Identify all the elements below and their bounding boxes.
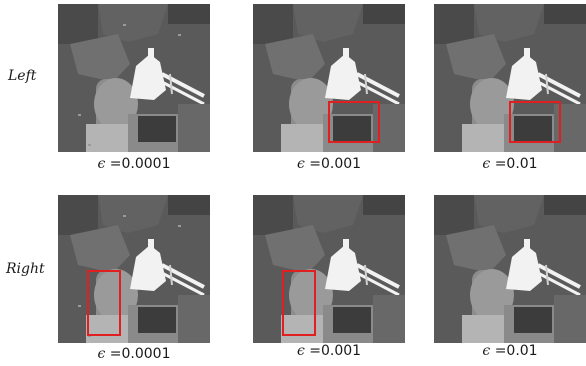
far-region xyxy=(434,4,474,44)
lamp-arm-1 xyxy=(537,263,581,289)
bust-head xyxy=(94,269,138,321)
lamp-arm-1 xyxy=(161,72,205,98)
lamp-top xyxy=(343,48,349,58)
noise-speck xyxy=(88,144,91,146)
lamp-top xyxy=(343,239,349,249)
lamp-arm-3 xyxy=(364,73,368,95)
disparity-map-left-eps-0.0001 xyxy=(58,4,210,152)
bust-head xyxy=(470,269,514,321)
lamp-top xyxy=(524,239,530,249)
highlight-box xyxy=(509,101,561,143)
lamp-arm-3 xyxy=(545,264,549,286)
dark-box-object xyxy=(138,307,176,333)
mid-object xyxy=(70,34,130,82)
disparity-map-right-eps-0.001 xyxy=(253,195,405,343)
far-region xyxy=(253,4,293,44)
mid-region xyxy=(98,4,168,42)
far-region-right xyxy=(544,195,586,215)
lamp-shade xyxy=(130,54,166,100)
far-region xyxy=(434,195,474,235)
lamp-arm-2 xyxy=(356,271,400,297)
disparity-map-left-eps-0.01 xyxy=(434,4,586,152)
caption-left-eps-0.01: ϵ =0.01 xyxy=(482,156,538,172)
noise-speck xyxy=(123,24,126,26)
lamp-arm-3 xyxy=(545,73,549,95)
lamp-top xyxy=(148,239,154,249)
bust-head xyxy=(289,269,333,321)
caption-right-eps-0.01: ϵ =0.01 xyxy=(482,343,538,359)
far-region-right xyxy=(363,195,405,215)
lamp-arm-2 xyxy=(537,271,581,297)
lamp-shade xyxy=(506,54,542,100)
dark-box-object xyxy=(333,307,371,333)
lamp-shade xyxy=(506,245,542,291)
mid-object xyxy=(265,34,325,82)
right-region xyxy=(373,295,405,343)
lamp-arm-1 xyxy=(161,263,205,289)
mid-region xyxy=(98,195,168,233)
lamp-arm-2 xyxy=(537,80,581,106)
bust-head xyxy=(470,78,514,130)
lamp-arm-2 xyxy=(161,80,205,106)
lamp-arm-3 xyxy=(169,73,173,95)
noise-speck xyxy=(78,305,81,307)
highlight-box xyxy=(282,270,316,336)
far-region-right xyxy=(544,4,586,24)
caption-left-eps-0.0001: ϵ =0.0001 xyxy=(97,156,171,172)
row-label-right: Right xyxy=(6,261,45,277)
right-region xyxy=(554,295,586,343)
dark-box-object xyxy=(514,307,552,333)
mid-object xyxy=(70,225,130,273)
lamp-arm-3 xyxy=(169,264,173,286)
lamp-arm-1 xyxy=(356,72,400,98)
right-region xyxy=(373,104,405,152)
right-region xyxy=(554,104,586,152)
lamp-arm-1 xyxy=(537,72,581,98)
highlight-box xyxy=(328,101,380,143)
lamp-arm-1 xyxy=(356,263,400,289)
mid-region xyxy=(293,195,363,233)
lamp-shade xyxy=(130,245,166,291)
noise-speck xyxy=(123,215,126,217)
caption-right-eps-0.0001: ϵ =0.0001 xyxy=(97,346,171,362)
highlight-box xyxy=(87,270,121,336)
far-region xyxy=(253,195,293,235)
mid-object xyxy=(446,225,506,273)
mid-region xyxy=(293,4,363,42)
far-region xyxy=(58,195,98,235)
mid-object xyxy=(265,225,325,273)
bust-head xyxy=(94,78,138,130)
far-region-right xyxy=(168,195,210,215)
lamp-arm-3 xyxy=(364,264,368,286)
disparity-map-right-eps-0.01 xyxy=(434,195,586,343)
bust-head xyxy=(289,78,333,130)
lamp-arm-2 xyxy=(356,80,400,106)
right-region xyxy=(178,295,210,343)
lamp-shade xyxy=(325,245,361,291)
far-region-right xyxy=(168,4,210,24)
caption-right-eps-0.001: ϵ =0.001 xyxy=(296,343,362,359)
lamp-top xyxy=(148,48,154,58)
noise-speck xyxy=(178,34,181,36)
dark-box-object xyxy=(514,116,552,142)
mid-region xyxy=(474,4,544,42)
far-region-right xyxy=(363,4,405,24)
right-region xyxy=(178,104,210,152)
caption-left-eps-0.001: ϵ =0.001 xyxy=(296,156,362,172)
disparity-map-left-eps-0.001 xyxy=(253,4,405,152)
lamp-arm-2 xyxy=(161,271,205,297)
row-label-left: Left xyxy=(8,68,37,84)
dark-box-object xyxy=(333,116,371,142)
mid-object xyxy=(446,34,506,82)
lamp-top xyxy=(524,48,530,58)
noise-speck xyxy=(78,114,81,116)
dark-box-object xyxy=(138,116,176,142)
mid-region xyxy=(474,195,544,233)
noise-speck xyxy=(178,225,181,227)
far-region xyxy=(58,4,98,44)
lamp-shade xyxy=(325,54,361,100)
disparity-map-right-eps-0.0001 xyxy=(58,195,210,343)
